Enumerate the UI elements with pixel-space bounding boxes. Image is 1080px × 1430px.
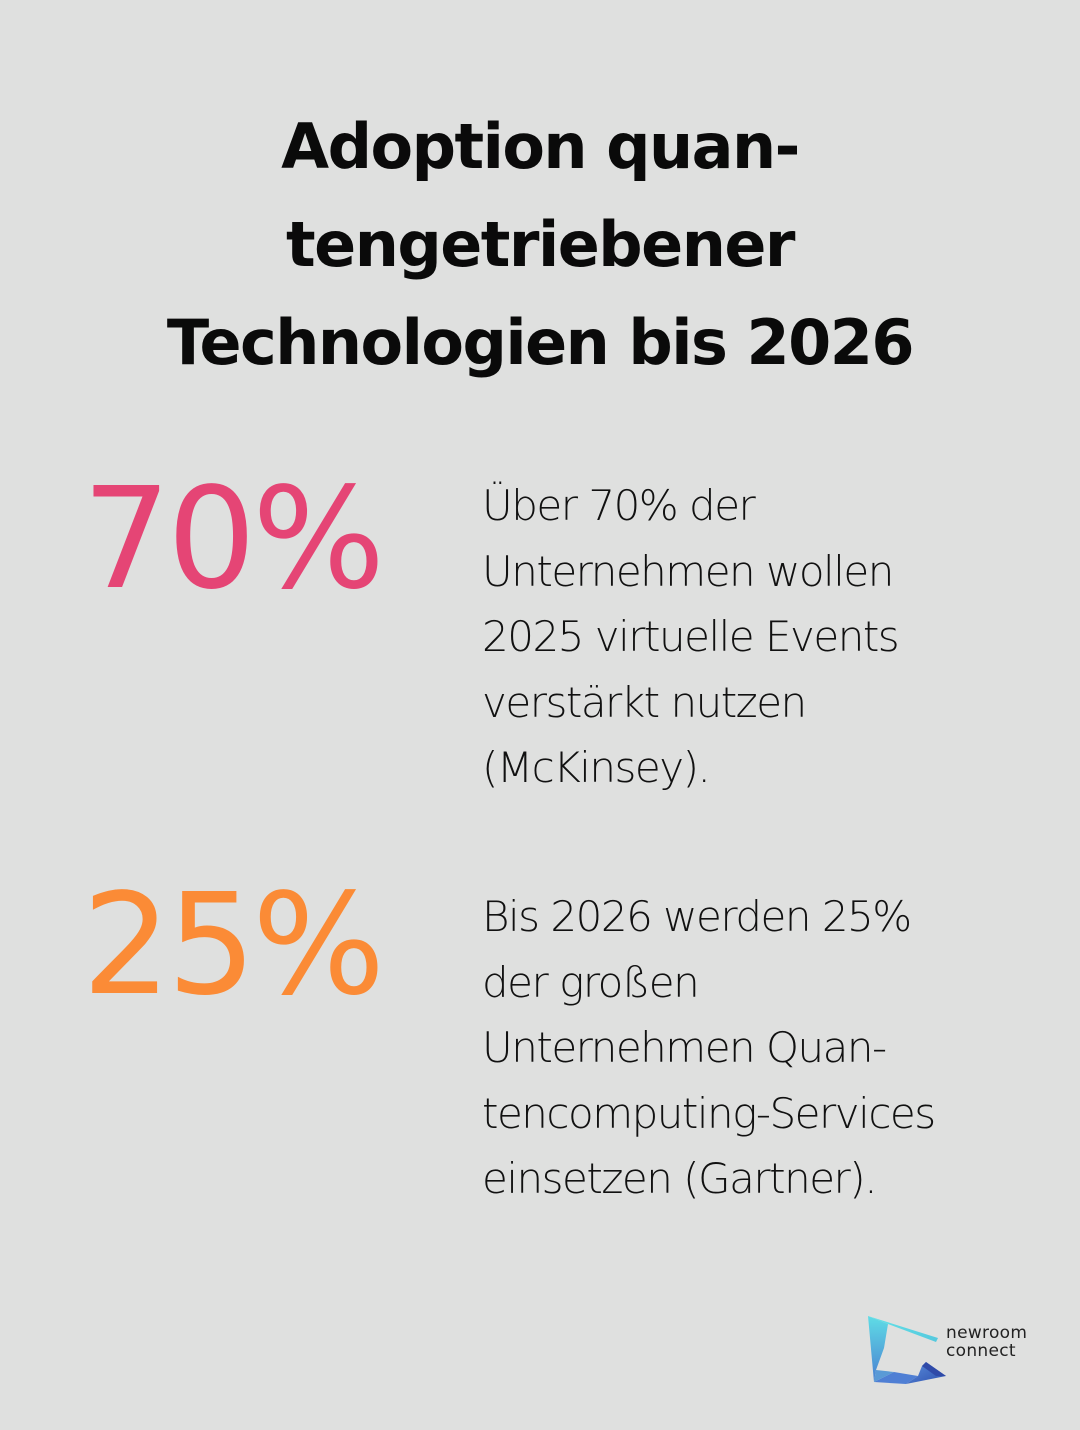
description-line: Über 70% der	[482, 481, 756, 530]
description-line: verstärkt nutzen	[482, 677, 807, 727]
brand-logo: newroom connect	[866, 1312, 1046, 1388]
newroom-connect-logo-icon	[868, 1316, 946, 1384]
description-line: Unternehmen wollen	[482, 546, 894, 596]
stat-value-25: 25%	[82, 864, 385, 1027]
title-line: tengetriebener	[286, 208, 795, 281]
title-line: Technologien bis 2026	[166, 306, 915, 379]
stat-description-25: Bis 2026 werden 25% der großen Unternehm…	[482, 884, 1042, 1212]
page-title: Adoption quan- tengetriebener Technologi…	[60, 98, 1020, 392]
stat-description-70: Über 70% der Unternehmen wollen 2025 vir…	[482, 473, 1042, 801]
description-line: der großen	[482, 957, 700, 1007]
logo-wordmark: newroom connect	[946, 1324, 1027, 1360]
description-line: einsetzen (Gartner).	[482, 1154, 878, 1203]
logo-line: newroom	[946, 1323, 1028, 1343]
description-line: 2025 virtuelle Events	[482, 612, 900, 661]
description-line: Bis 2026 werden 25%	[482, 892, 912, 941]
description-line: Unternehmen Quan-	[482, 1023, 887, 1072]
title-line: Adoption quan-	[281, 110, 800, 183]
logo-line: connect	[946, 1341, 1016, 1361]
description-line: tencomputing-Services	[482, 1088, 936, 1138]
description-line: (McKinsey).	[482, 743, 711, 792]
stat-value-70: 70%	[82, 458, 385, 621]
